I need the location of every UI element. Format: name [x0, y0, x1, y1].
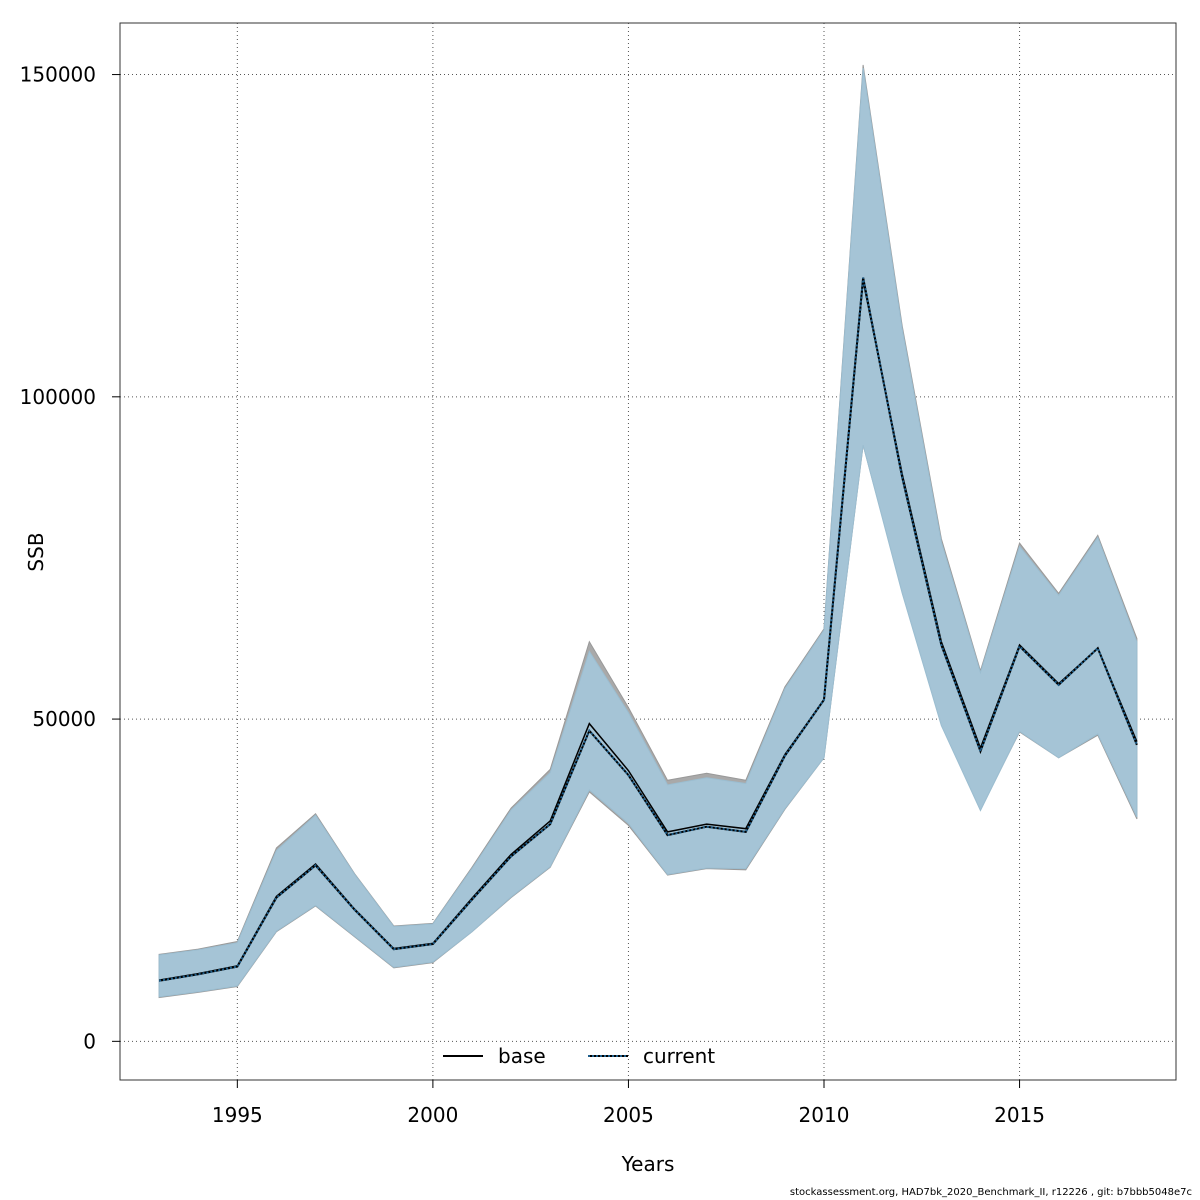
x-tick-label-2005: 2005 — [603, 1103, 654, 1127]
x-tick-label-2000: 2000 — [407, 1103, 458, 1127]
legend: base current — [443, 1044, 715, 1068]
band-current — [158, 68, 1138, 998]
y-tick-label-50000: 50000 — [32, 707, 96, 731]
footer-credit: stockassessment.org, HAD7bk_2020_Benchma… — [789, 1187, 1192, 1198]
x-axis-ticks: 1995 2000 2005 2010 2015 — [212, 1080, 1045, 1127]
y-tick-label-150000: 150000 — [20, 63, 96, 87]
y-axis-ticks: 0 50000 100000 150000 — [20, 63, 120, 1053]
x-tick-label-1995: 1995 — [212, 1103, 263, 1127]
x-tick-label-2015: 2015 — [994, 1103, 1045, 1127]
legend-current-label: current — [643, 1044, 715, 1068]
x-tick-label-2010: 2010 — [799, 1103, 850, 1127]
line-current — [158, 277, 1138, 982]
plot-frame — [119, 22, 1177, 1081]
series-lines — [158, 277, 1138, 982]
y-tick-label-0: 0 — [83, 1029, 96, 1053]
x-axis-title: Years — [621, 1152, 675, 1176]
legend-base-label: base — [498, 1044, 546, 1068]
y-tick-label-100000: 100000 — [20, 385, 96, 409]
y-axis-title: SSB — [24, 532, 48, 571]
confidence-bands — [158, 64, 1138, 999]
